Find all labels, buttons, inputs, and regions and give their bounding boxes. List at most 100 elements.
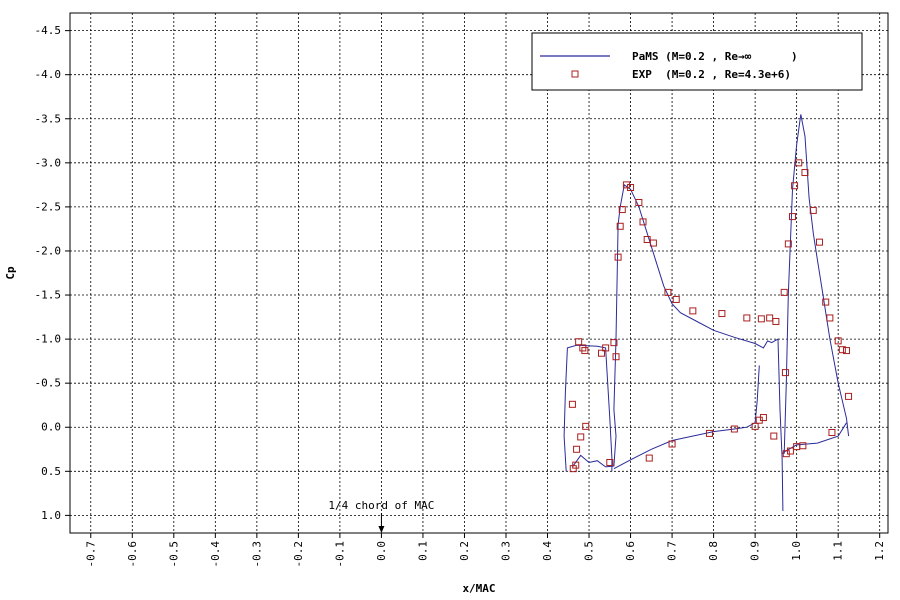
data-point-exp	[627, 184, 635, 192]
x-axis-title: x/MAC	[462, 582, 495, 595]
data-point-exp	[834, 337, 842, 345]
x-tick-label: -0.7	[84, 541, 97, 568]
x-tick-label: 0.8	[707, 541, 720, 561]
x-tick-label: -0.3	[250, 541, 263, 568]
annotation-label: 1/4 chord of MAC	[328, 499, 434, 512]
data-point-exp	[582, 422, 590, 430]
data-point-exp	[795, 159, 803, 167]
data-point-exp	[730, 425, 738, 433]
data-point-exp	[766, 314, 774, 322]
x-tick-label: 0.9	[749, 541, 762, 561]
y-tick-label: -4.0	[35, 68, 62, 81]
data-point-exp	[614, 253, 622, 261]
x-tick-label: 0.4	[541, 541, 554, 561]
y-tick-label: 0.0	[41, 421, 61, 434]
data-point-exp	[572, 461, 580, 469]
y-tick-label: -0.5	[35, 377, 62, 390]
data-point-exp	[757, 315, 765, 323]
x-tick-label: 0.5	[583, 541, 596, 561]
grid	[70, 13, 888, 533]
data-point-exp	[751, 422, 759, 430]
data-point-exp	[645, 454, 653, 462]
data-point-exp	[815, 238, 823, 246]
data-point-exp	[664, 288, 672, 296]
x-tick-label: -0.2	[292, 541, 305, 568]
data-point-exp	[838, 346, 846, 354]
data-point-exp	[597, 349, 605, 357]
data-point-exp	[581, 347, 589, 355]
data-point-exp	[828, 429, 836, 437]
data-point-exp	[799, 442, 807, 450]
x-tick-label: -0.4	[209, 541, 222, 568]
data-point-exp	[705, 429, 713, 437]
x-tick-label: -0.6	[126, 541, 139, 568]
data-point-exp	[772, 317, 780, 325]
data-point-exp	[639, 218, 647, 226]
x-tick-label: 1.0	[790, 541, 803, 561]
legend-entry-exp: EXP (M=0.2 , Re=4.3e+6)	[632, 68, 791, 81]
data-point-exp	[801, 169, 809, 177]
y-tick-label: -2.5	[35, 200, 62, 213]
data-point-exp	[770, 432, 778, 440]
x-tick-label: 0.2	[458, 541, 471, 561]
x-tick-label: 0.6	[624, 541, 637, 561]
y-tick-label: -3.5	[35, 112, 62, 125]
data-point-exp	[616, 222, 624, 230]
data-point-exp	[784, 240, 792, 248]
data-point-exp	[791, 182, 799, 190]
legend: PaMS (M=0.2 , Re→∞ ) EXP (M=0.2 , Re=4.3…	[531, 32, 863, 91]
x-tick-label: 0.1	[416, 541, 429, 561]
data-point-exp	[568, 400, 576, 408]
data-point-exp	[618, 206, 626, 214]
series-line-pams	[613, 365, 760, 470]
data-point-exp	[718, 310, 726, 318]
series	[563, 114, 853, 512]
y-tick-label: -1.5	[35, 289, 62, 302]
annotation-arrow-icon	[378, 526, 385, 533]
legend-entry-pams: PaMS (M=0.2 , Re→∞ )	[632, 50, 798, 63]
series-line-pams	[571, 184, 784, 512]
data-point-exp	[689, 307, 697, 315]
x-tick-label: 0.0	[375, 541, 388, 561]
x-tick-label: 1.1	[832, 541, 845, 561]
data-point-exp	[845, 392, 853, 400]
data-point-exp	[577, 433, 585, 441]
y-axis-title: Cp	[4, 266, 17, 280]
y-tick-label: -3.0	[35, 156, 62, 169]
data-point-exp	[573, 445, 581, 453]
data-point-exp	[643, 236, 651, 244]
data-point-exp	[569, 465, 577, 473]
data-point-exp	[780, 288, 788, 296]
data-point-exp	[842, 347, 850, 355]
annotation: 1/4 chord of MAC	[328, 499, 434, 533]
data-point-exp	[759, 414, 767, 422]
data-point-exp	[612, 353, 620, 361]
y-tick-label: -1.0	[35, 333, 62, 346]
data-point-exp	[826, 314, 834, 322]
x-tick-label: -0.5	[167, 541, 180, 568]
data-point-exp	[809, 206, 817, 214]
y-tick-label: 1.0	[41, 509, 61, 522]
legend-marker-swatch	[571, 70, 579, 78]
data-point-exp	[649, 239, 657, 247]
data-point-exp	[602, 344, 610, 352]
data-point-exp	[788, 213, 796, 221]
plot-frame	[69, 12, 889, 534]
data-point-exp	[575, 338, 583, 346]
series-line-pams	[781, 422, 847, 455]
x-tick-label: 1.2	[873, 541, 886, 561]
series-line-pams	[783, 114, 850, 454]
x-tick-label: 0.3	[499, 541, 512, 561]
y-tick-label: 0.5	[41, 465, 61, 478]
data-point-exp	[606, 458, 614, 466]
data-point-exp	[822, 298, 830, 306]
x-tick-label: 0.7	[666, 541, 679, 561]
y-tick-label: -2.0	[35, 244, 62, 257]
data-point-exp	[610, 339, 618, 347]
legend-box	[531, 32, 863, 91]
data-point-exp	[635, 198, 643, 206]
x-tick-label: -0.1	[333, 541, 346, 568]
data-point-exp	[743, 314, 751, 322]
